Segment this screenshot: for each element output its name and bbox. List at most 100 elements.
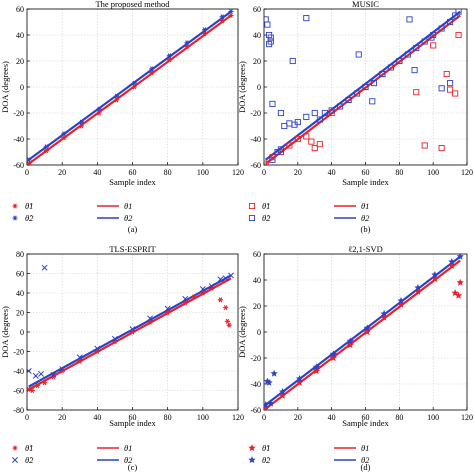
- data-point-theta2-hat: [208, 283, 215, 290]
- y-tick-label: 40: [253, 31, 261, 40]
- data-point-theta1-hat: [295, 378, 304, 386]
- x-tick-label: 120: [232, 168, 244, 177]
- data-point-theta2-hat: [59, 366, 66, 373]
- data-point-theta2-hat: [353, 90, 361, 97]
- data-point-theta1-hat: [223, 305, 229, 311]
- data-point-theta1-hat: [380, 313, 388, 321]
- data-point-theta2-hat: [219, 14, 225, 20]
- data-point-theta1-hat: [431, 274, 439, 282]
- series-line-theta2: [28, 10, 232, 161]
- legend-label-theta2-hat: θ̂2: [262, 213, 271, 223]
- y-tick-label: 40: [16, 289, 24, 298]
- data-point-theta2-hat: [182, 295, 189, 302]
- data-point-theta2-hat: [363, 324, 371, 332]
- data-point-theta2-hat: [228, 272, 234, 279]
- x-tick-label: 20: [58, 168, 66, 177]
- data-point-theta1-hat: [294, 135, 301, 143]
- legend-label-theta1: θ1: [361, 443, 369, 453]
- panel-caption: (d): [361, 462, 371, 472]
- data-point-theta2-hat: [265, 378, 273, 386]
- x-tick-label: 0: [262, 413, 266, 422]
- data-point-theta2-hat: [448, 257, 456, 265]
- data-point-theta1-hat: [346, 341, 355, 349]
- data-point-theta1-hat: [312, 367, 321, 375]
- chart-title: ℓ2,1-SVD: [348, 244, 383, 254]
- legend-marker-theta2-hat: [12, 457, 18, 463]
- y-tick-label: 60: [16, 270, 24, 279]
- y-axis-label: DOA (degrees): [0, 306, 10, 358]
- data-point-theta2-hat: [455, 9, 462, 15]
- data-point-theta2-hat: [184, 40, 190, 46]
- data-point-theta1-hat: [430, 42, 437, 49]
- data-point-theta1-hat: [217, 297, 224, 303]
- x-tick-label: 100: [427, 168, 439, 177]
- data-point-theta2-hat: [27, 157, 32, 163]
- data-point-theta2-hat: [111, 335, 118, 342]
- data-point-theta1-hat: [443, 70, 450, 78]
- y-tick-label: 80: [16, 250, 24, 259]
- y-tick-label: 40: [253, 276, 261, 285]
- legend-marker-theta1-hat: [248, 444, 256, 452]
- data-point-theta1-hat: [397, 300, 405, 308]
- data-point-theta2-hat: [370, 80, 378, 87]
- legend-label-theta2: θ2: [124, 213, 133, 223]
- data-point-theta2-hat: [369, 98, 376, 105]
- data-point-theta1-hat: [413, 89, 420, 96]
- data-point-theta2-hat: [32, 372, 39, 379]
- data-point-theta2-hat: [447, 18, 454, 26]
- data-point-theta2-hat: [414, 283, 422, 291]
- data-point-theta1-hat: [363, 328, 371, 336]
- data-point-theta1-hat: [414, 287, 422, 295]
- chart-title: The proposed method: [95, 0, 170, 9]
- x-tick-label: 0: [262, 168, 266, 177]
- data-point-theta1-hat: [455, 31, 462, 39]
- y-axis-label: DOA (degrees): [237, 61, 247, 113]
- data-point-theta2-hat: [404, 51, 411, 58]
- panel-caption: (c): [128, 462, 138, 472]
- data-point-theta2-hat: [456, 254, 464, 260]
- data-point-theta2-hat: [43, 144, 49, 150]
- legend-label-theta2-hat: θ̂2: [262, 455, 271, 465]
- x-tick-label: 120: [461, 413, 473, 422]
- chart-panel-3: 0 20 40 60 80 100 120 -60 -40 -20 0 20 40 60 ℓ2,1-SVD S…: [237, 244, 473, 472]
- data-point-theta2-hat: [312, 363, 321, 371]
- x-tick-label: 60: [362, 168, 370, 177]
- data-point-theta2-hat: [337, 103, 344, 110]
- data-point-theta2-hat: [406, 16, 413, 23]
- series-line-theta2: [265, 255, 461, 406]
- data-point-theta1-hat: [41, 380, 48, 386]
- data-point-theta1-hat: [438, 145, 445, 152]
- y-tick-label: -40: [13, 367, 24, 376]
- y-axis-label: DOA (degrees): [0, 61, 10, 113]
- y-tick-label: -60: [250, 406, 261, 415]
- y-tick-label: -40: [13, 135, 24, 144]
- panel-caption: (a): [128, 224, 138, 234]
- legend-marker-theta2-hat: [12, 215, 18, 221]
- data-point-theta2-hat: [355, 51, 362, 58]
- data-point-theta1-hat: [316, 141, 323, 148]
- x-tick-label: 80: [395, 168, 403, 177]
- data-point-theta2-hat: [397, 296, 405, 304]
- legend-marker-theta2-hat: [248, 456, 256, 464]
- data-point-theta2-hat: [411, 67, 418, 74]
- y-tick-label: -60: [13, 387, 24, 396]
- data-point-theta2-hat: [421, 38, 428, 45]
- data-point-theta1-hat: [303, 133, 310, 140]
- y-tick-label: 0: [20, 83, 24, 92]
- y-tick-label: -60: [250, 161, 261, 170]
- data-point-theta2-hat: [447, 80, 454, 87]
- x-axis-label: Sample index: [342, 418, 389, 428]
- data-point-theta2-hat: [328, 107, 335, 114]
- data-point-theta1-hat: [448, 261, 456, 269]
- x-tick-label: 80: [164, 168, 172, 177]
- data-point-theta2-hat: [266, 41, 273, 48]
- series-line-theta1: [265, 259, 461, 410]
- data-point-theta2-hat: [362, 83, 369, 91]
- y-tick-label: -20: [250, 354, 261, 363]
- x-tick-label: 60: [129, 168, 137, 177]
- data-point-theta1-hat: [224, 318, 231, 324]
- data-point-theta2-hat: [329, 350, 338, 358]
- y-tick-label: -20: [250, 109, 261, 118]
- data-point-theta2-hat: [267, 34, 274, 41]
